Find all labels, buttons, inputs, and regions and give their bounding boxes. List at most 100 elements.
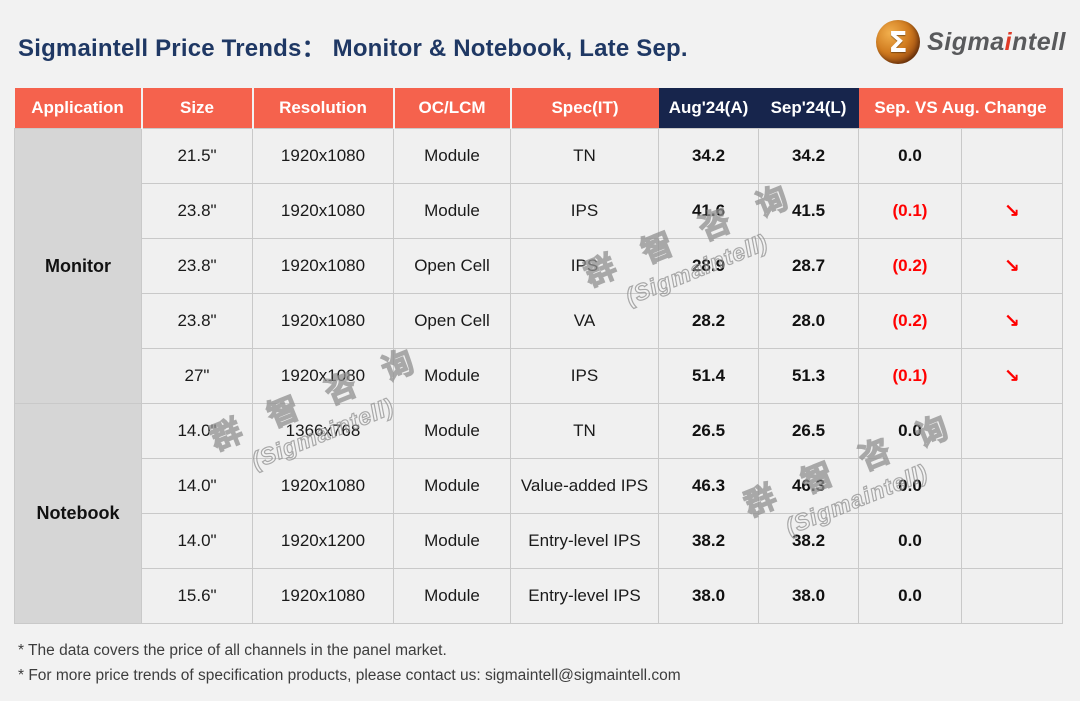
sigma-logo-icon: Σ	[876, 20, 921, 64]
cell-sep-price: 51.3	[758, 348, 859, 404]
cell-aug-price: 34.2	[658, 128, 759, 184]
cell-change: 0.0	[858, 128, 962, 184]
col-header-oc-lcm: OC/LCM	[392, 88, 511, 129]
cell-sep-price: 28.0	[758, 293, 859, 349]
cell-change: 0.0	[858, 513, 962, 569]
cell-change-arrow: ↘	[960, 183, 1064, 239]
table-row: 23.8" 1920x1080 Module IPS 41.6 41.5 (0.1) ↘	[15, 183, 1064, 239]
logo-wordmark: Sigmaintell	[927, 28, 1066, 57]
cell-size: 14.0"	[141, 513, 253, 569]
footnotes: * The data covers the price of all chann…	[18, 638, 681, 688]
cell-change: (0.2)	[858, 293, 962, 349]
cell-sep-price: 38.0	[758, 568, 859, 624]
cell-change-arrow: ↘	[960, 293, 1064, 349]
cell-resolution: 1920x1080	[252, 183, 394, 239]
cell-change-arrow: ↘	[960, 238, 1064, 294]
cell-change: 0.0	[858, 568, 962, 624]
cell-resolution: 1920x1200	[252, 513, 394, 569]
cell-spec: VA	[510, 293, 659, 349]
cell-spec: IPS	[510, 238, 659, 294]
cell-oc-lcm: Module	[393, 403, 511, 459]
cell-sep-price: 38.2	[758, 513, 859, 569]
col-header-aug24: Aug'24(A)	[658, 88, 759, 129]
cell-oc-lcm: Module	[393, 513, 511, 569]
cell-oc-lcm: Open Cell	[393, 238, 511, 294]
cell-size: 23.8"	[141, 238, 253, 294]
cell-spec: Value-added IPS	[510, 458, 659, 514]
cell-spec: TN	[510, 128, 659, 184]
cell-size: 23.8"	[141, 183, 253, 239]
cell-resolution: 1920x1080	[252, 238, 394, 294]
cell-change-arrow	[960, 403, 1064, 459]
table-row: 23.8" 1920x1080 Open Cell VA 28.2 28.0 (0.2) ↘	[15, 293, 1064, 349]
cell-size: 14.0"	[141, 458, 253, 514]
application-cell: Notebook	[14, 403, 142, 624]
table-row: 14.0" 1920x1200 Module Entry-level IPS 38.2 3…	[15, 513, 1064, 569]
cell-oc-lcm: Module	[393, 183, 511, 239]
cell-resolution: 1920x1080	[252, 458, 394, 514]
application-cell: Monitor	[14, 128, 142, 404]
cell-change: (0.1)	[858, 348, 962, 404]
cell-sep-price: 46.3	[758, 458, 859, 514]
table-row: Monitor 21.5" 1920x1080 Module TN 34.2 34.2 0.0	[14, 128, 1064, 404]
cell-aug-price: 28.9	[658, 238, 759, 294]
col-header-spec: Spec(IT)	[509, 88, 659, 129]
table-row: Notebook 14.0" 1366x768 Module TN 26.5 26.5 0.0	[14, 403, 1064, 624]
cell-sep-price: 26.5	[758, 403, 859, 459]
cell-resolution: 1920x1080	[252, 348, 394, 404]
cell-change: 0.0	[858, 403, 962, 459]
cell-change-arrow	[960, 458, 1064, 514]
sigma-glyph: Σ	[888, 25, 908, 59]
cell-aug-price: 38.0	[658, 568, 759, 624]
cell-resolution: 1366x768	[252, 403, 394, 459]
cell-resolution: 1920x1080	[252, 568, 394, 624]
cell-change-arrow	[960, 128, 1064, 184]
cell-spec: IPS	[510, 348, 659, 404]
cell-aug-price: 38.2	[658, 513, 759, 569]
table-header-row: Application Size Resolution OC/LCM Spec(…	[14, 88, 1063, 129]
cell-oc-lcm: Module	[393, 128, 511, 184]
footnote-line: * The data covers the price of all chann…	[18, 642, 447, 659]
price-table: Application Size Resolution OC/LCM Spec(…	[14, 88, 1064, 624]
logo-text-accent: i	[1004, 27, 1013, 56]
cell-spec: TN	[510, 403, 659, 459]
cell-change-arrow	[960, 568, 1064, 624]
cell-change: 0.0	[858, 458, 962, 514]
cell-oc-lcm: Open Cell	[393, 293, 511, 349]
table-row: 14.0" 1920x1080 Module Value-added IPS 46.3 4…	[15, 458, 1064, 514]
footnote-line: * For more price trends of specification…	[18, 667, 681, 684]
cell-aug-price: 46.3	[658, 458, 759, 514]
col-header-sep24: Sep'24(L)	[758, 88, 859, 129]
cell-oc-lcm: Module	[393, 348, 511, 404]
sigmaintell-logo: Σ Sigmaintell	[876, 20, 1066, 64]
cell-change: (0.1)	[858, 183, 962, 239]
cell-spec: Entry-level IPS	[510, 513, 659, 569]
col-header-resolution: Resolution	[251, 88, 394, 129]
cell-change-arrow: ↘	[960, 348, 1064, 404]
cell-resolution: 1920x1080	[252, 293, 394, 349]
cell-sep-price: 41.5	[758, 183, 859, 239]
cell-change-arrow	[960, 513, 1064, 569]
cell-aug-price: 26.5	[658, 403, 759, 459]
cell-aug-price: 51.4	[658, 348, 759, 404]
table-row: 23.8" 1920x1080 Open Cell IPS 28.9 28.7 (0.2) ↘	[15, 238, 1064, 294]
page-title: Sigmaintell Price Trends： Monitor & Note…	[18, 35, 688, 62]
logo-text-pre: Sigma	[927, 27, 1005, 56]
cell-spec: IPS	[510, 183, 659, 239]
cell-oc-lcm: Module	[393, 458, 511, 514]
cell-aug-price: 28.2	[658, 293, 759, 349]
cell-size: 21.5"	[141, 128, 253, 184]
cell-spec: Entry-level IPS	[510, 568, 659, 624]
cell-size: 14.0"	[141, 403, 253, 459]
table-body: Monitor 21.5" 1920x1080 Module TN 34.2 34.2 0.0…	[14, 128, 1064, 624]
cell-size: 23.8"	[141, 293, 253, 349]
cell-oc-lcm: Module	[393, 568, 511, 624]
cell-change: (0.2)	[858, 238, 962, 294]
table-row: 27" 1920x1080 Module IPS 51.4 51.3 (0.1) ↘	[15, 348, 1064, 404]
col-header-change: Sep. VS Aug. Change	[858, 88, 1063, 129]
cell-sep-price: 34.2	[758, 128, 859, 184]
col-header-size: Size	[140, 88, 253, 129]
cell-size: 27"	[141, 348, 253, 404]
col-header-application: Application	[14, 88, 142, 129]
